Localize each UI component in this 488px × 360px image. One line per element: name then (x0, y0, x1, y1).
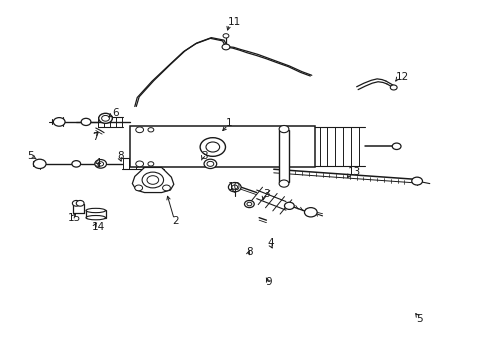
Text: 3: 3 (263, 189, 269, 199)
Text: 15: 15 (68, 213, 81, 222)
Text: 4: 4 (267, 238, 274, 248)
Circle shape (76, 201, 84, 206)
Text: 13: 13 (347, 167, 360, 177)
Circle shape (135, 185, 142, 191)
Text: 5: 5 (27, 150, 34, 161)
Circle shape (228, 183, 241, 192)
Text: 6: 6 (112, 108, 118, 118)
Text: 8: 8 (246, 247, 253, 257)
Text: 2: 2 (172, 216, 179, 226)
Circle shape (411, 177, 422, 185)
Circle shape (246, 202, 251, 206)
Circle shape (304, 208, 317, 217)
Circle shape (99, 113, 112, 123)
Circle shape (33, 159, 46, 168)
Text: 10: 10 (227, 182, 240, 192)
Circle shape (231, 185, 237, 189)
Text: 12: 12 (395, 72, 408, 82)
Text: 1: 1 (225, 118, 232, 128)
Circle shape (200, 138, 225, 156)
Circle shape (72, 201, 80, 206)
Circle shape (53, 118, 65, 126)
Text: 4: 4 (95, 158, 101, 168)
Circle shape (148, 128, 154, 132)
Circle shape (98, 162, 103, 166)
Circle shape (102, 116, 109, 121)
Circle shape (206, 161, 213, 166)
Text: 3: 3 (201, 150, 208, 161)
Text: 14: 14 (91, 222, 104, 232)
Circle shape (284, 202, 294, 210)
Circle shape (136, 161, 143, 167)
Circle shape (203, 159, 216, 168)
Circle shape (136, 127, 143, 133)
Polygon shape (86, 211, 105, 218)
Circle shape (147, 176, 158, 184)
Ellipse shape (86, 208, 105, 213)
Circle shape (223, 34, 228, 38)
Circle shape (148, 162, 154, 166)
Polygon shape (132, 167, 173, 193)
Bar (130, 126, 315, 167)
Circle shape (81, 118, 91, 126)
Circle shape (162, 185, 170, 191)
Text: 11: 11 (227, 17, 240, 27)
Bar (278, 130, 289, 182)
Text: 9: 9 (264, 277, 271, 287)
Circle shape (72, 161, 81, 167)
Circle shape (222, 44, 229, 50)
Text: 7: 7 (92, 132, 99, 142)
Circle shape (95, 159, 106, 168)
Circle shape (279, 126, 288, 133)
Circle shape (391, 143, 400, 149)
Circle shape (244, 201, 254, 208)
Text: 8: 8 (118, 150, 124, 161)
Circle shape (142, 172, 163, 188)
Circle shape (389, 85, 396, 90)
Text: 5: 5 (415, 314, 422, 324)
Circle shape (205, 142, 219, 152)
Ellipse shape (86, 216, 105, 220)
Circle shape (279, 180, 288, 187)
